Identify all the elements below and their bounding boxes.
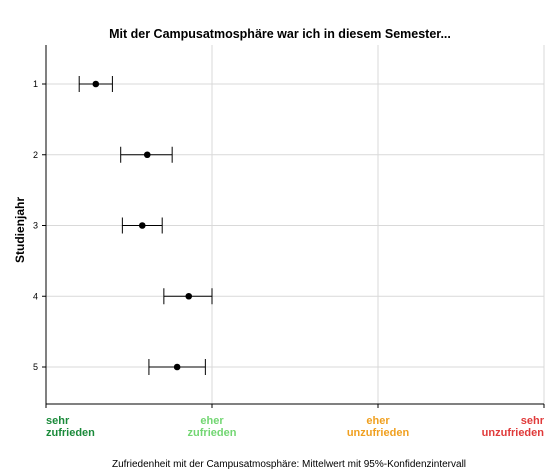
y-tick-label: 4 — [33, 291, 38, 301]
mean-point — [92, 80, 100, 88]
chart-title: Mit der Campusatmosphäre war ich in dies… — [109, 27, 451, 41]
x-tick-label: sehr zufrieden — [46, 415, 95, 439]
mean-point — [143, 151, 151, 159]
mean-point — [138, 222, 146, 229]
y-axis-label: Studienjahr — [13, 197, 27, 263]
y-tick-label: 5 — [33, 362, 38, 372]
y-tick-label: 1 — [33, 79, 38, 89]
y-tick-label: 2 — [33, 150, 38, 160]
x-tick-label: eher zufrieden — [188, 415, 237, 439]
y-tick-label: 3 — [33, 221, 38, 231]
x-tick-label: sehr unzufrieden — [482, 415, 545, 439]
mean-point — [185, 292, 193, 300]
plot-area: 1 2 3 4 5 sehr zufrieden eher zufrieden eher unzuf… — [33, 45, 545, 439]
x-tick-label: eher unzufrieden — [347, 415, 410, 439]
mean-point — [173, 363, 181, 371]
x-axis-label: Zufriedenheit mit der Campusatmosphäre: … — [112, 459, 466, 470]
